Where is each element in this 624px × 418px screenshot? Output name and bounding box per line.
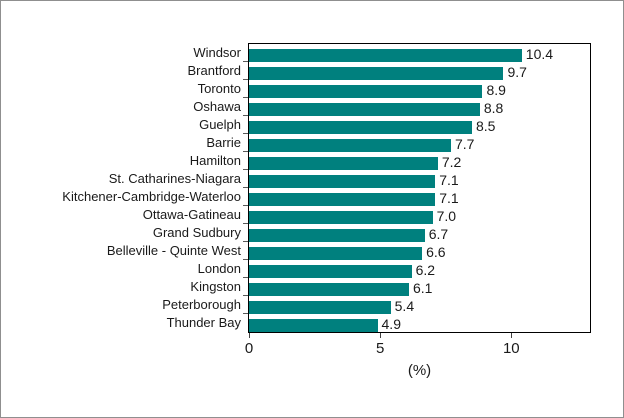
value-label: 7.1	[439, 190, 459, 206]
y-axis-tick	[243, 241, 248, 242]
bar-row: 6.1	[249, 278, 590, 296]
category-label: Ottawa-Gatineau	[142, 207, 241, 222]
bar	[249, 211, 433, 224]
x-axis-tick	[380, 333, 382, 338]
bar	[249, 157, 438, 170]
value-label: 8.5	[475, 118, 496, 134]
bar	[249, 247, 423, 260]
bar-row: 8.8	[249, 98, 590, 116]
category-label: Guelph	[199, 117, 241, 132]
y-axis-tick	[243, 259, 248, 260]
bar	[249, 319, 378, 332]
value-label: 7.7	[454, 136, 475, 152]
bar-row: 6.2	[249, 260, 590, 278]
y-axis-tick	[243, 169, 248, 170]
category-label: Kitchener-Cambridge-Waterloo	[62, 189, 241, 204]
y-axis-tick	[243, 97, 248, 98]
y-axis-tick	[243, 205, 248, 206]
bar	[249, 85, 483, 98]
bar	[249, 229, 425, 242]
value-label: 8.8	[483, 100, 504, 116]
x-axis-tick-label: 5	[375, 340, 385, 357]
value-label: 6.7	[428, 226, 449, 242]
category-label: Hamilton	[189, 153, 241, 168]
value-label: 10.4	[525, 46, 554, 62]
bar	[249, 193, 436, 206]
bar-row: 8.9	[249, 80, 590, 98]
category-label: Kingston	[190, 279, 241, 294]
bar-row: 9.7	[249, 62, 590, 80]
category-label: Barrie	[206, 135, 241, 150]
x-axis-label: (%)	[407, 362, 432, 379]
bar-row: 7.1	[249, 188, 590, 206]
category-label: Brantford	[187, 63, 241, 78]
bar	[249, 103, 480, 116]
bar-row: 4.9	[249, 314, 590, 332]
value-label: 7.0	[436, 208, 457, 224]
y-axis-tick	[243, 295, 248, 296]
value-label: 4.9	[381, 316, 401, 332]
bar-row: 6.7	[249, 224, 590, 242]
bar	[249, 265, 412, 278]
category-label: Belleville - Quinte West	[106, 243, 241, 258]
y-axis-tick	[243, 223, 248, 224]
plot-area: 10.4 9.7 8.9 8.8 8.5 7.7 7.2 7.1 7.1 7.0 6.7 6.6 6.2…	[243, 43, 591, 333]
category-label: Thunder Bay	[166, 315, 241, 330]
y-axis-tick	[243, 277, 248, 278]
bar-row: 7.7	[249, 134, 590, 152]
x-axis-tick	[511, 333, 513, 338]
bar-row: 7.2	[249, 152, 590, 170]
bar-row: 8.5	[249, 116, 590, 134]
bar	[249, 49, 522, 62]
bar-row: 7.0	[249, 206, 590, 224]
y-axis-tick	[243, 151, 248, 152]
value-label: 7.2	[441, 154, 462, 170]
value-label: 9.7	[507, 64, 527, 80]
value-label: 6.2	[415, 262, 436, 278]
bar	[249, 67, 504, 80]
category-label: St. Catharines-Niagara	[108, 171, 241, 186]
bar	[249, 139, 451, 152]
bar	[249, 121, 472, 134]
value-label: 7.1	[439, 172, 459, 188]
bar-row: 7.1	[249, 170, 590, 188]
y-axis-tick	[243, 79, 248, 80]
bar-row: 10.4	[249, 44, 590, 62]
value-label: 8.9	[486, 82, 506, 98]
category-label: Peterborough	[162, 297, 241, 312]
x-axis-tick-label: 10	[502, 340, 520, 357]
category-label: Toronto	[197, 81, 241, 96]
bar-row: 6.6	[249, 242, 590, 260]
value-label: 6.1	[413, 280, 433, 296]
category-label: Windsor	[193, 45, 241, 60]
category-label: Grand Sudbury	[152, 225, 241, 240]
bar-row: 5.4	[249, 296, 590, 314]
value-label: 6.6	[426, 244, 446, 260]
y-axis-tick	[243, 133, 248, 134]
bar	[249, 301, 391, 314]
category-label: London	[197, 261, 241, 276]
y-axis-tick	[243, 187, 248, 188]
y-axis-tick	[243, 115, 248, 116]
category-label: Oshawa	[193, 99, 241, 114]
bar	[249, 283, 409, 296]
y-axis-tick	[243, 61, 248, 62]
bar	[249, 175, 436, 188]
x-axis-tick-label: 0	[244, 340, 254, 357]
y-axis-tick	[243, 313, 248, 314]
value-label: 5.4	[394, 298, 415, 314]
x-axis-tick	[249, 333, 250, 338]
